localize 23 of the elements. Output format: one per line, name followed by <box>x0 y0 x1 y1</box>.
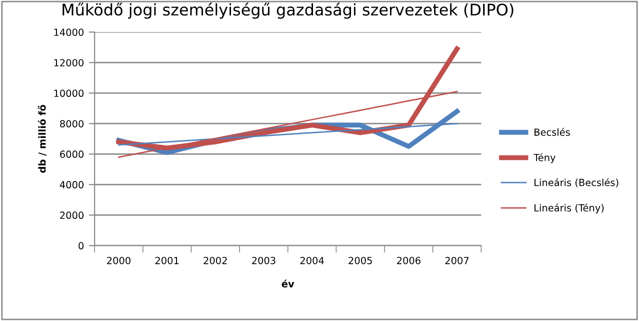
x-tick-label: 2003 <box>252 256 276 264</box>
y-axis-title: db / millió fő <box>38 104 47 173</box>
x-tick-label: 2001 <box>155 256 179 264</box>
x-tick-label: 2007 <box>445 256 469 264</box>
y-tick-label: 6000 <box>60 150 84 158</box>
chart-title: Működő jogi személyiségű gazdasági szervezetek (DIPO) <box>62 2 514 19</box>
x-tick-label: 2004 <box>300 256 324 264</box>
y-tick-label: 0 <box>78 242 84 250</box>
x-axis-title: év <box>282 280 294 288</box>
legend-label: Tény <box>534 153 556 164</box>
y-tick-label: 14000 <box>54 28 84 36</box>
y-tick-label: 12000 <box>54 59 84 66</box>
x-tick-label: 2005 <box>348 256 372 264</box>
legend-label: Lineáris (Tény) <box>534 204 604 214</box>
y-tick-label: 8000 <box>60 120 84 128</box>
x-tick-label: 2000 <box>107 256 130 264</box>
y-tick-label: 4000 <box>60 181 84 188</box>
legend-label: Becslés <box>534 128 570 136</box>
y-tick-label: 2000 <box>60 212 84 219</box>
y-tick-label: 10000 <box>54 90 84 97</box>
legend-label: Lineáris (Becslés) <box>534 178 618 188</box>
x-tick-label: 2002 <box>204 256 227 264</box>
x-tick-label: 2006 <box>397 256 420 264</box>
